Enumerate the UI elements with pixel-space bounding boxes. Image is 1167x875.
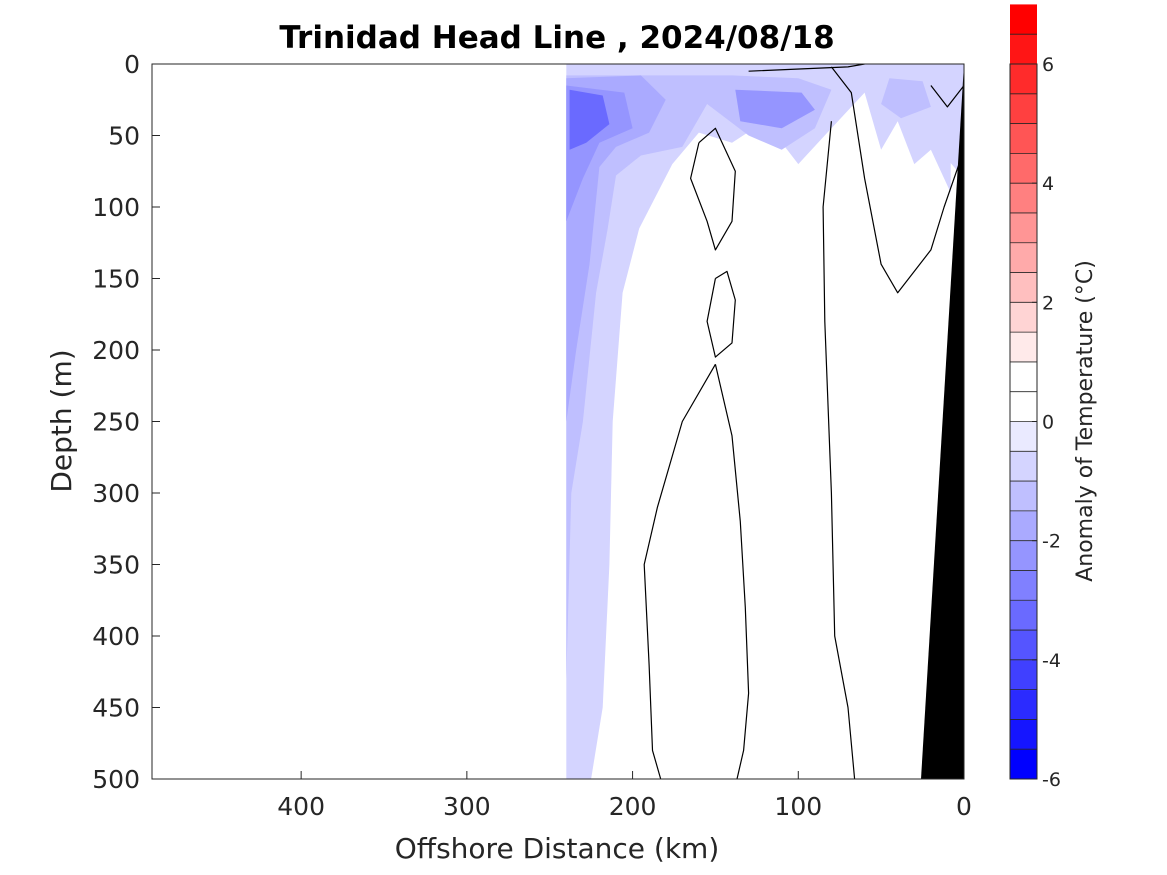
- colorbar-swatch: [1010, 242, 1037, 274]
- colorbar-swatch: [1010, 93, 1037, 125]
- y-tick-label: 450: [92, 694, 140, 723]
- x-tick-label: 300: [443, 792, 491, 821]
- anomaly-region: [735, 89, 815, 129]
- colorbar-swatch: [1010, 481, 1037, 512]
- colorbar-swatch: [1010, 510, 1037, 542]
- x-axis-ticks: 400 300 200 100 0: [277, 771, 972, 821]
- colorbar-swatch: [1010, 302, 1037, 333]
- anomaly-region: [881, 78, 931, 119]
- seafloor-bathymetry: [921, 64, 964, 779]
- colorbar-swatch: [1010, 4, 1037, 35]
- colorbar-swatch: [1010, 212, 1037, 244]
- colorbar-swatch: [1010, 570, 1037, 601]
- colorbar-tick-label: 0: [1042, 412, 1054, 434]
- zero-contour-line: [930, 85, 964, 108]
- colorbar-swatch: [1010, 153, 1037, 184]
- y-tick-label: 350: [92, 551, 140, 580]
- x-tick-label: 100: [774, 792, 822, 821]
- colorbar-tick-label: -6: [1042, 769, 1061, 791]
- x-tick-label: 400: [277, 792, 325, 821]
- colorbar-tick-label: -4: [1042, 650, 1061, 672]
- colorbar-swatch: [1010, 391, 1037, 422]
- colorbar-swatch: [1010, 183, 1037, 214]
- colorbar-swatch: [1010, 361, 1037, 393]
- zero-contour-layer: [643, 64, 964, 779]
- plot-background: [152, 64, 964, 779]
- x-tick-label: 0: [956, 792, 972, 821]
- zero-contour-line: [643, 363, 716, 779]
- colorbar-swatch: [1010, 451, 1037, 482]
- zero-contour-line: [706, 270, 736, 358]
- x-tick-label: 200: [609, 792, 657, 821]
- colorbar: 6 4 2 0 -2 -4 -6 Anomaly of Temperature (°C): [1009, 4, 1098, 791]
- colorbar-swatch: [1010, 600, 1037, 631]
- colorbar-label: Anomaly of Temperature (°C): [1073, 260, 1098, 582]
- x-axis-label: Offshore Distance (km): [395, 832, 720, 865]
- colorbar-tick-label: 4: [1042, 173, 1054, 195]
- colorbar-swatch: [1010, 34, 1037, 65]
- y-tick-label: 500: [92, 765, 140, 794]
- colorbar-swatch: [1010, 540, 1037, 571]
- y-tick-label: 400: [92, 622, 140, 651]
- zero-contour-line: [748, 64, 865, 72]
- y-axis-ticks: 0 50 100 150 200 250 300 350 400 450 500: [92, 50, 160, 794]
- zero-contour-line: [830, 66, 964, 294]
- zero-contour-line: [822, 121, 856, 779]
- chart-title: Trinidad Head Line , 2024/08/18: [279, 20, 834, 56]
- colorbar-swatch: [1010, 749, 1037, 780]
- y-tick-label: 0: [124, 50, 140, 79]
- colorbar-swatch: [1010, 123, 1037, 154]
- colorbar-tick-label: -2: [1042, 531, 1061, 553]
- y-tick-label: 200: [92, 336, 140, 365]
- colorbar-swatch: [1010, 719, 1037, 750]
- colorbar-swatch: [1010, 421, 1037, 452]
- plot-area: 400 300 200 100 0 0 50 100 150 200 250 300 350 400 45…: [92, 50, 972, 821]
- colorbar-ticks: 6 4 2 0 -2 -4 -6: [1032, 54, 1061, 791]
- colorbar-tick-label: 2: [1042, 292, 1054, 314]
- anomaly-region: [566, 75, 666, 422]
- y-tick-label: 50: [108, 122, 140, 151]
- anomaly-fill-layer: [566, 64, 964, 779]
- colorbar-swatch: [1010, 689, 1037, 720]
- y-axis-label: Depth (m): [45, 349, 78, 492]
- y-tick-label: 250: [92, 408, 140, 437]
- colorbar-swatch: [1010, 332, 1037, 363]
- y-tick-label: 300: [92, 479, 140, 508]
- colorbar-swatch: [1010, 659, 1037, 691]
- colorbar-swatch: [1010, 630, 1037, 661]
- colorbar-swatch: [1010, 272, 1037, 303]
- zero-contour-line: [714, 364, 750, 779]
- zero-contour-line: [689, 127, 736, 251]
- y-tick-label: 150: [92, 265, 140, 294]
- colorbar-swatches: [1010, 4, 1037, 780]
- colorbar-swatch: [1010, 64, 1037, 95]
- colorbar-tick-label: 6: [1042, 54, 1054, 76]
- y-tick-label: 100: [92, 193, 140, 222]
- anomaly-region: [569, 89, 610, 150]
